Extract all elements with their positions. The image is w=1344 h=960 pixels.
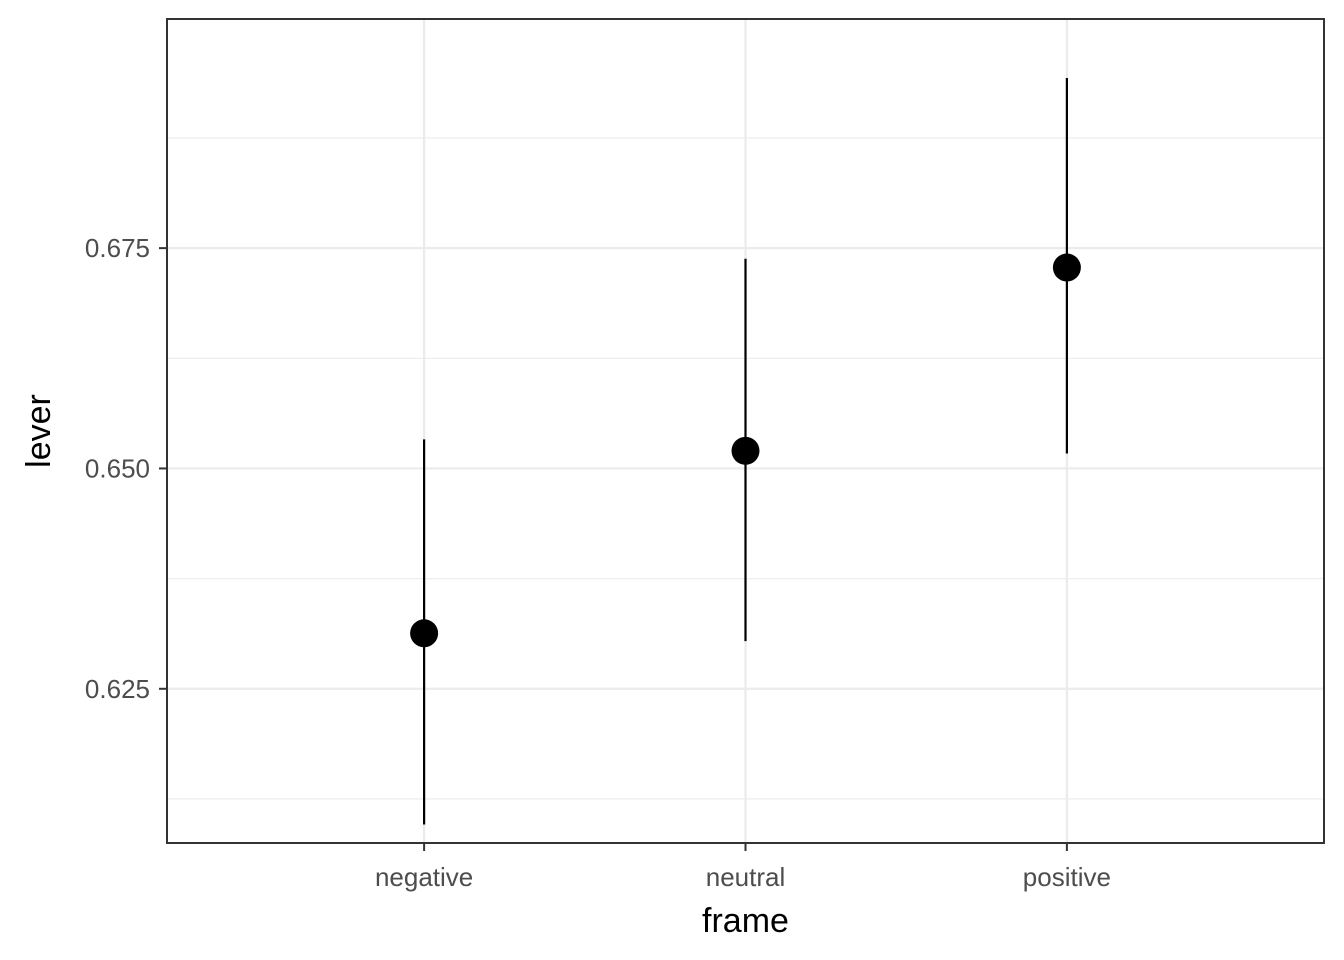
x-tick-labels: negative neutral positive: [375, 862, 1111, 892]
data-point-positive: [1052, 253, 1081, 282]
x-tick-label: positive: [1023, 862, 1111, 892]
data-point-negative: [410, 619, 439, 648]
x-tick-label: neutral: [706, 862, 786, 892]
x-axis-title: frame: [702, 902, 789, 940]
data-marks: [410, 78, 1081, 825]
y-axis-title: lever: [20, 394, 58, 468]
y-tick-label: 0.675: [85, 233, 150, 263]
y-tick-labels: 0.625 0.650 0.675: [85, 233, 150, 704]
axis-ticks: [159, 247, 1068, 851]
y-tick-label: 0.650: [85, 453, 150, 483]
y-tick-label: 0.625: [85, 674, 150, 704]
data-point-neutral: [731, 436, 760, 465]
x-tick-label: negative: [375, 862, 473, 892]
